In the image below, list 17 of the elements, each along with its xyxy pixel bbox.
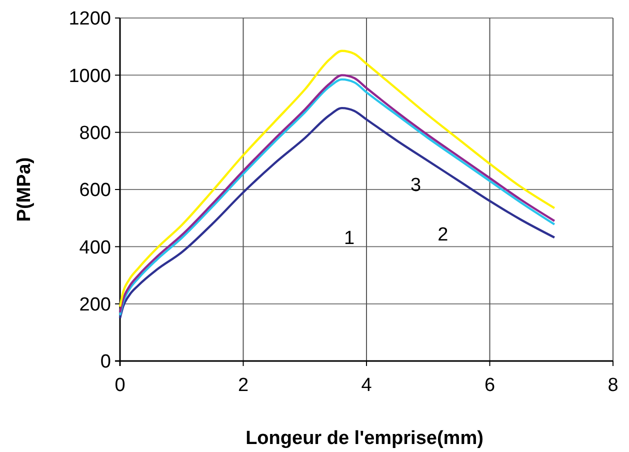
y-tick-label: 600 — [79, 180, 111, 202]
y-axis-title: P(MPa) — [14, 157, 35, 222]
x-tick-label: 2 — [238, 375, 249, 396]
x-tick-label: 8 — [608, 375, 618, 396]
x-tick-label: 6 — [484, 375, 496, 396]
x-tick-label: 0 — [114, 375, 126, 396]
y-tick-label: 0 — [100, 352, 111, 373]
x-tick-label: 4 — [361, 375, 372, 396]
y-tick-label: 200 — [79, 294, 111, 316]
annotation: 1 — [344, 228, 355, 250]
annotation: 2 — [438, 224, 448, 246]
y-tick-label: 800 — [79, 122, 111, 144]
annotation: 3 — [410, 175, 422, 196]
y-tick-label: 400 — [79, 237, 111, 258]
x-axis-title: Longeur de l'emprise(mm) — [246, 428, 484, 449]
y-tick-label: 1000 — [68, 66, 111, 87]
y-tick-label: 1200 — [68, 8, 111, 30]
